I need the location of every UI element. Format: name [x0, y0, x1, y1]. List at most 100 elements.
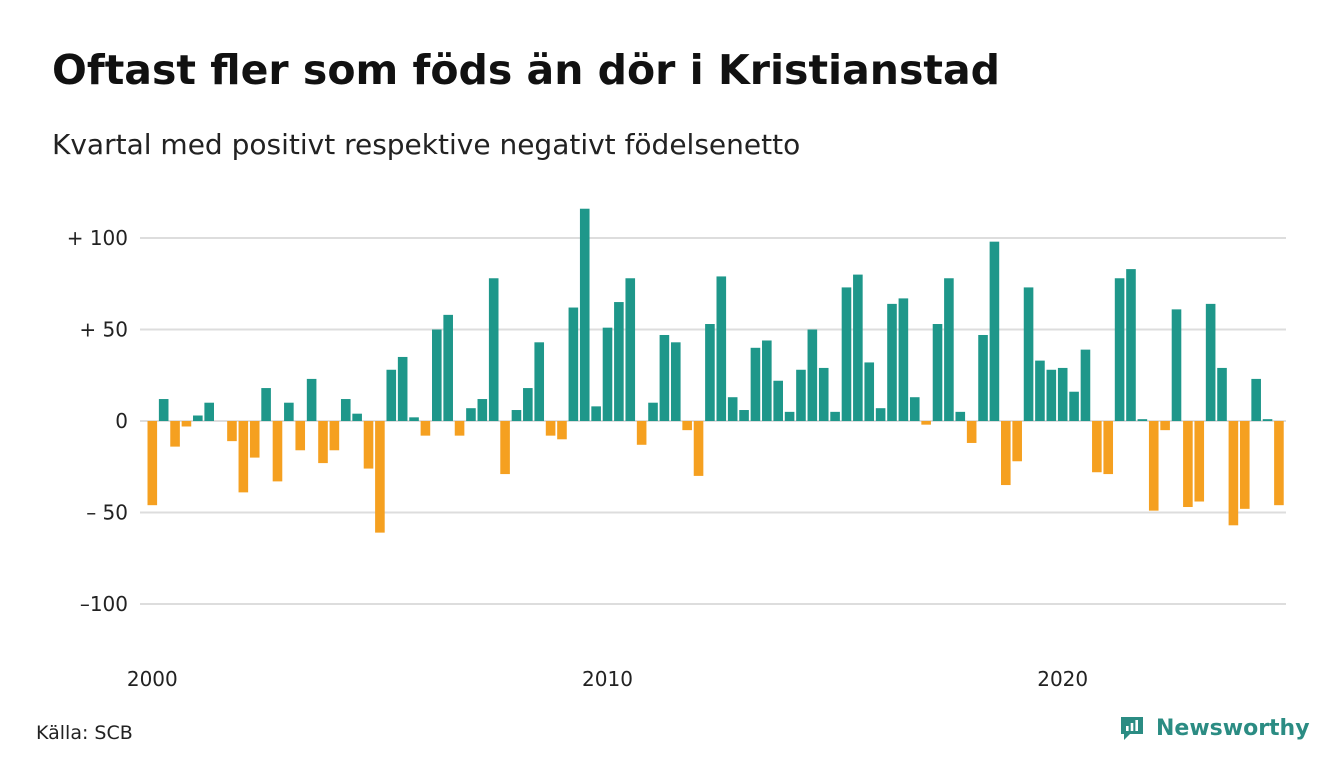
bar [1012, 421, 1022, 462]
bar [363, 421, 374, 469]
bar [682, 421, 692, 431]
y-tick-label: + 50 [79, 318, 128, 342]
bar [227, 421, 237, 442]
bar [181, 421, 192, 427]
bar [420, 421, 431, 436]
bar [557, 421, 567, 440]
bar [1262, 419, 1273, 421]
bar [1023, 287, 1034, 421]
bar [443, 314, 453, 421]
x-tick-label: 2000 [127, 667, 178, 691]
bar [306, 378, 317, 421]
bar [887, 303, 897, 421]
bar [397, 356, 408, 421]
bar [716, 276, 727, 421]
bar [648, 402, 658, 421]
bar [511, 410, 522, 421]
bar [170, 421, 180, 447]
bar [1194, 421, 1205, 502]
bar [614, 302, 624, 421]
bar [261, 388, 271, 421]
bar [989, 241, 1000, 421]
bar [193, 415, 203, 421]
bar [898, 298, 909, 421]
newsworthy-logo-icon [1121, 717, 1143, 740]
bar [944, 278, 954, 421]
bar [1274, 421, 1284, 506]
bar [409, 417, 419, 421]
bar [853, 274, 863, 421]
x-tick-label: 2010 [582, 667, 633, 691]
bar [500, 421, 510, 475]
bar [659, 334, 670, 421]
bar [284, 402, 294, 421]
bar [591, 406, 601, 421]
x-axis-tick-labels: 2000 2010 2020 [127, 667, 1088, 691]
bar [773, 380, 783, 421]
bar [932, 324, 943, 421]
bar [796, 369, 806, 421]
bar [488, 278, 499, 421]
bar [238, 421, 249, 493]
y-tick-label: + 100 [67, 226, 128, 250]
bar [1103, 421, 1114, 475]
bar [875, 408, 886, 421]
bar [1148, 421, 1159, 511]
bar [1046, 369, 1057, 421]
bar [1160, 421, 1170, 431]
bar [1035, 360, 1045, 421]
bar [204, 402, 214, 421]
bar [909, 397, 920, 421]
bar [454, 421, 465, 436]
bar [386, 369, 397, 421]
chart-subtitle: Kvartal med positivt respektive negativt… [52, 128, 801, 161]
bar [477, 399, 488, 421]
bar [762, 340, 772, 421]
bar [750, 347, 761, 421]
bar [636, 421, 647, 445]
y-axis-tick-labels: + 100 + 50 0 – 50 –100 [67, 226, 128, 616]
bar [545, 421, 556, 436]
bar [807, 329, 818, 421]
bar [352, 413, 362, 421]
bar [841, 287, 852, 421]
bar [1057, 367, 1068, 421]
bar [955, 411, 966, 421]
bar [272, 421, 283, 482]
bar [864, 362, 875, 421]
bar [158, 399, 169, 421]
bar [693, 421, 704, 476]
bar-chart: + 100 + 50 0 – 50 –100 2000 2010 2020 [67, 208, 1286, 691]
bar [1069, 391, 1079, 421]
bar [147, 421, 158, 506]
bar [727, 397, 738, 421]
bar [1080, 349, 1091, 421]
bar [978, 334, 988, 421]
bar [329, 421, 340, 451]
bar [602, 327, 613, 421]
brand-logo: Newsworthy [1118, 714, 1310, 742]
bar [1137, 419, 1148, 421]
chart-title: Oftast fler som föds än dör i Kristianst… [52, 46, 1000, 94]
bar [432, 329, 442, 421]
y-tick-label: – 50 [86, 501, 128, 525]
bar [739, 410, 749, 421]
bar [1183, 421, 1193, 508]
bar [1171, 309, 1182, 421]
bars [147, 208, 1284, 533]
bar [670, 342, 681, 421]
bar [966, 421, 977, 443]
x-tick-label: 2020 [1037, 667, 1088, 691]
bar [705, 324, 715, 421]
bar [340, 399, 351, 421]
bar [818, 367, 829, 421]
bar [295, 421, 306, 451]
brand-name: Newsworthy [1156, 715, 1310, 741]
bar [921, 421, 931, 425]
bar [784, 411, 795, 421]
y-tick-label: 0 [115, 409, 128, 433]
bar [1217, 367, 1227, 421]
bar [625, 278, 636, 421]
bar [1001, 421, 1011, 486]
bar [1205, 303, 1216, 421]
